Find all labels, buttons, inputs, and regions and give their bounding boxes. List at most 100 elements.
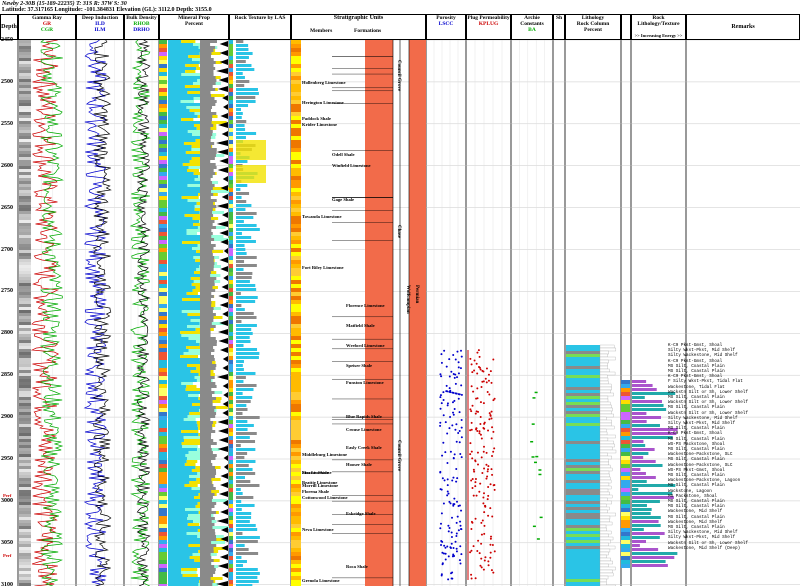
formation-color (291, 120, 301, 124)
mineral-bar-shale (200, 388, 212, 391)
color-strip (159, 528, 167, 532)
texture-strip (229, 156, 233, 160)
mineral-bar-shale (200, 463, 213, 466)
mineral-bar-lime (168, 319, 191, 322)
triangle-marker (222, 401, 228, 407)
color-strip (159, 88, 167, 92)
porosity-point (450, 542, 453, 545)
texture-bar (236, 228, 260, 231)
formation-color (291, 264, 301, 268)
perm-point (474, 478, 477, 481)
depth-label: 2800 (1, 330, 13, 337)
porosity2-strip (621, 400, 630, 404)
mineral-bar-lime (168, 550, 199, 553)
remark-line: Wackstone, Lagoon (668, 488, 712, 494)
formation-color (291, 184, 301, 188)
texture-strip (229, 80, 233, 84)
perf-label-1: Perf (3, 493, 12, 498)
mineral-bar-shale (200, 346, 214, 349)
color-strip (159, 160, 167, 164)
texture-strip (229, 408, 233, 412)
formation-color (291, 80, 301, 84)
mineral-bar-shale (200, 235, 212, 238)
porosity-point (449, 546, 452, 549)
mineral-bar-shale (200, 103, 216, 106)
rock-column-bar (566, 546, 600, 549)
texture-strip (229, 96, 233, 100)
texture-strip (229, 540, 233, 544)
texture-bar (236, 132, 257, 135)
rock-column-bar (566, 549, 600, 552)
texture-bar (236, 344, 244, 347)
porosity-point (444, 546, 447, 549)
formation-color (291, 220, 301, 224)
texture-strip (229, 352, 233, 356)
gamma-shade (19, 457, 31, 460)
formation-color (291, 328, 301, 332)
gamma-shade (19, 232, 31, 235)
texture-strip (229, 276, 233, 280)
gamma-shade (19, 496, 31, 499)
porosity-point (455, 500, 458, 503)
gamma-shade (19, 364, 31, 367)
mineral-bar-shale (200, 382, 216, 385)
rock-column-bar (566, 507, 600, 510)
remark-line: MS Silt, Coastal Plain (668, 514, 725, 520)
group-label-2: Chase (396, 225, 401, 239)
texture-bar (236, 392, 243, 395)
texture-bar (236, 424, 254, 427)
texture-bar (236, 516, 252, 519)
mineral-bar-lime (168, 571, 182, 574)
gamma-shade (19, 412, 31, 415)
porosity-point (453, 407, 456, 410)
porosity-point (443, 349, 446, 352)
energy-bar (632, 472, 646, 475)
mineral-bar-shale (200, 298, 212, 301)
perm-point (480, 542, 483, 545)
porosity2-strip (621, 524, 630, 528)
porosity-point (459, 524, 462, 527)
perm-point (470, 363, 473, 366)
mineral-bar-lime (168, 433, 199, 436)
mineral-bar-dolo (189, 556, 201, 559)
texture-strip (229, 400, 233, 404)
mineral-bar-shale (200, 331, 211, 334)
porosity-point (442, 502, 445, 505)
formation-color (291, 104, 301, 108)
porosity-point (455, 392, 458, 395)
gamma-shade (19, 223, 31, 226)
texture-strip (229, 476, 233, 480)
texture-highlight (236, 140, 266, 160)
rock-column-pct (599, 380, 609, 385)
triangle-marker (218, 293, 228, 299)
color-strip (159, 176, 167, 180)
perm-point (478, 355, 481, 358)
gamma-shade (19, 127, 31, 130)
mineral-bar-dolo (186, 532, 212, 535)
gamma-shade (19, 445, 31, 448)
texture-bar (236, 440, 256, 443)
porosity-point (446, 494, 449, 497)
rock-column-pct (599, 491, 610, 496)
rock-column-bar (566, 540, 600, 543)
color-strip (159, 108, 167, 112)
porosity-point (441, 551, 444, 554)
perm-point (483, 422, 486, 425)
mineral-bar-shale (200, 214, 214, 217)
rock-column-pct (599, 383, 612, 388)
archie-marker (532, 397, 536, 399)
mineral-bar-shale (200, 547, 214, 550)
gamma-shade (19, 121, 31, 124)
triangle-marker (218, 329, 228, 335)
perm-point (486, 475, 489, 478)
mineral-bar-shale (200, 271, 212, 274)
gamma-shade (19, 49, 31, 52)
rock-column-pct (599, 455, 612, 460)
rock-column-pct (599, 398, 609, 403)
perm-point (481, 369, 484, 372)
porosity-header: Porosity LSCC (426, 14, 466, 40)
depth-label: 2550 (1, 120, 13, 127)
mineral-bar-dolo (200, 577, 223, 580)
color-strip (159, 432, 167, 436)
porosity-point (460, 393, 463, 396)
